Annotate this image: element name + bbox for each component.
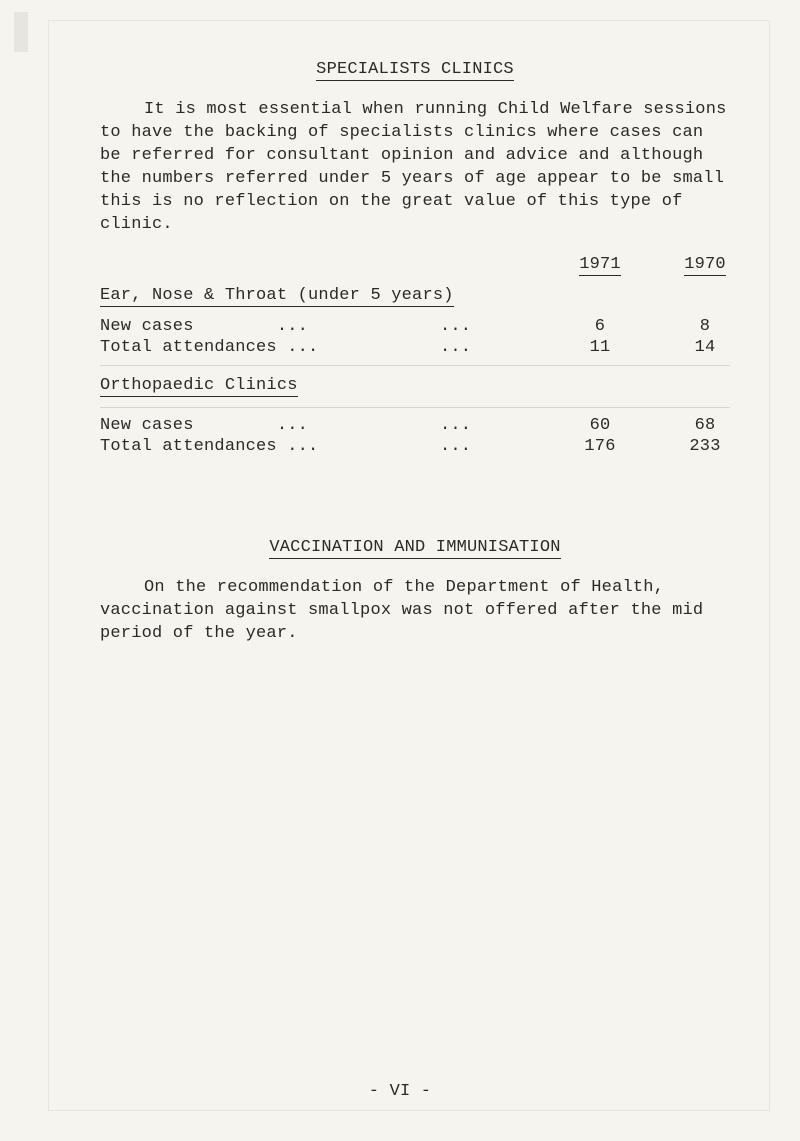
ortho-row-new-cases: New cases ... ... 60 68 bbox=[100, 416, 730, 435]
ear-total-1970: 14 bbox=[660, 338, 750, 357]
ear-new-1971: 6 bbox=[540, 317, 660, 336]
dots: ... bbox=[440, 416, 471, 435]
year-1970: 1970 bbox=[684, 255, 726, 276]
divider bbox=[100, 365, 730, 366]
ear-total-1971: 11 bbox=[540, 338, 660, 357]
ear-row-total: Total attendances ... ... 11 14 bbox=[100, 338, 730, 357]
ortho-new-1970: 68 bbox=[660, 416, 750, 435]
dots: ... bbox=[440, 437, 471, 456]
dots: ... bbox=[277, 317, 308, 336]
year-1971: 1971 bbox=[579, 255, 621, 276]
label-total-attendances: Total attendances bbox=[100, 338, 277, 357]
section-ear-heading: Ear, Nose & Throat (under 5 years) bbox=[100, 286, 730, 307]
section-title-vaccination: VACCINATION AND IMMUNISATION bbox=[269, 538, 560, 559]
dots: ... bbox=[287, 437, 318, 456]
title-block: SPECIALISTS CLINICS bbox=[100, 60, 730, 99]
ortho-new-1971: 60 bbox=[540, 416, 660, 435]
dots: ... bbox=[287, 338, 318, 357]
intro-paragraph: It is most essential when running Child … bbox=[100, 99, 730, 237]
year-header-row: 1971 1970 bbox=[100, 255, 730, 276]
label-new-cases: New cases bbox=[100, 416, 194, 435]
label-new-cases: New cases bbox=[100, 317, 194, 336]
vaccination-text: On the recommendation of the Department … bbox=[100, 578, 703, 643]
divider bbox=[100, 407, 730, 408]
intro-text: It is most essential when running Child … bbox=[100, 100, 727, 234]
scan-artifact bbox=[14, 12, 28, 52]
section-title-specialists: SPECIALISTS CLINICS bbox=[316, 60, 514, 81]
page-number: - VI - bbox=[369, 1082, 431, 1101]
ear-row-new-cases: New cases ... ... 6 8 bbox=[100, 317, 730, 336]
title-block-vaccination: VACCINATION AND IMMUNISATION bbox=[100, 538, 730, 577]
vaccination-paragraph: On the recommendation of the Department … bbox=[100, 577, 730, 646]
ortho-total-1970: 233 bbox=[660, 437, 750, 456]
ear-new-1970: 8 bbox=[660, 317, 750, 336]
page: SPECIALISTS CLINICS It is most essential… bbox=[0, 0, 800, 1141]
section-ortho-heading: Orthopaedic Clinics bbox=[100, 376, 730, 397]
label-total-attendances: Total attendances bbox=[100, 437, 277, 456]
ortho-row-total: Total attendances ... ... 176 233 bbox=[100, 437, 730, 456]
page-footer: - VI - bbox=[0, 1082, 800, 1101]
ortho-total-1971: 176 bbox=[540, 437, 660, 456]
dots: ... bbox=[277, 416, 308, 435]
dots: ... bbox=[440, 317, 471, 336]
section-ear-label: Ear, Nose & Throat (under 5 years) bbox=[100, 286, 454, 307]
dots: ... bbox=[440, 338, 471, 357]
section-ortho-label: Orthopaedic Clinics bbox=[100, 376, 298, 397]
